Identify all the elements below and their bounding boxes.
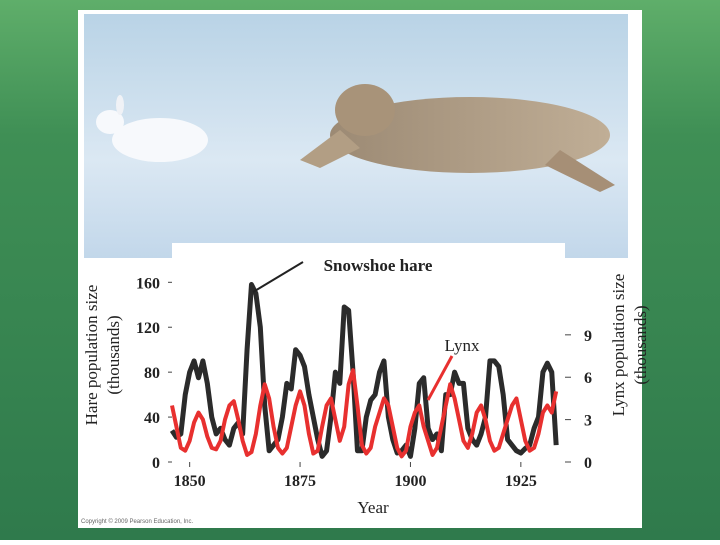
y2-tick-label: 0 xyxy=(584,455,592,472)
y-tick-label: 80 xyxy=(144,365,160,382)
y2-axis-label: (thousands) xyxy=(631,305,650,384)
hare-body xyxy=(112,118,208,162)
lynx-leg xyxy=(300,130,360,168)
credit: Copyright © 2009 Pearson Education, Inc. xyxy=(81,518,193,525)
y-tick-label: 40 xyxy=(144,410,160,427)
annotation: Snowshoe hare xyxy=(324,256,433,275)
x-axis-label: Year xyxy=(357,498,389,517)
lynx-body xyxy=(330,97,610,173)
y2-tick-label: 3 xyxy=(584,413,592,430)
series-line xyxy=(169,282,559,459)
lynx-head xyxy=(335,84,395,136)
x-tick-label: 1925 xyxy=(505,473,537,490)
y-axis-label: Hare population size xyxy=(82,285,101,426)
y-tick-label: 0 xyxy=(152,455,160,472)
pointer xyxy=(252,261,304,293)
y2-axis-label: Lynx population size xyxy=(609,274,628,417)
hare-head xyxy=(96,110,124,134)
pointer xyxy=(426,355,454,401)
lynx-leg xyxy=(545,150,615,192)
x-tick-label: 1850 xyxy=(174,473,206,490)
y-tick-label: 160 xyxy=(136,275,160,292)
series-line xyxy=(170,368,559,459)
x-tick-label: 1875 xyxy=(284,473,316,490)
chart: 0 40 80 120 160 0 3 6 9 1850 1875 1900 1925 Year Hare … xyxy=(81,256,650,525)
photo xyxy=(84,14,628,258)
hare-ear xyxy=(116,95,124,115)
annotation: Lynx xyxy=(445,336,480,355)
y-tick-label: 120 xyxy=(136,320,160,337)
y-axis-label: (thousands) xyxy=(104,315,123,394)
x-tick-label: 1900 xyxy=(394,473,426,490)
y2-tick-label: 9 xyxy=(584,328,592,345)
y2-tick-label: 6 xyxy=(584,370,592,387)
